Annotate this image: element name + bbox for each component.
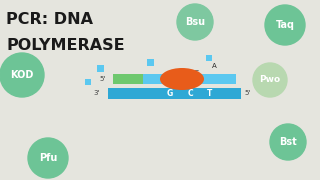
Text: G: G: [193, 70, 199, 76]
Circle shape: [0, 53, 44, 97]
Bar: [206, 55, 212, 61]
Text: Pwo: Pwo: [260, 75, 281, 84]
Circle shape: [270, 124, 306, 160]
Text: C: C: [187, 89, 193, 98]
Bar: [85, 79, 91, 85]
Text: 5': 5': [100, 76, 106, 82]
Circle shape: [265, 5, 305, 45]
Text: T: T: [207, 89, 213, 98]
Bar: [108, 88, 241, 99]
Text: POLYMERASE: POLYMERASE: [6, 38, 124, 53]
Circle shape: [177, 4, 213, 40]
Ellipse shape: [160, 68, 204, 90]
Bar: [113, 74, 236, 84]
Text: 5': 5': [244, 90, 250, 96]
Circle shape: [253, 63, 287, 97]
Text: Bst: Bst: [279, 137, 297, 147]
Text: KOD: KOD: [10, 70, 34, 80]
Text: Pfu: Pfu: [39, 153, 57, 163]
Text: G: G: [167, 89, 173, 98]
Text: PCR: DNA: PCR: DNA: [6, 12, 93, 27]
Text: Taq: Taq: [276, 20, 294, 30]
Bar: [113, 74, 143, 84]
Bar: [147, 58, 154, 66]
Text: A: A: [212, 63, 216, 69]
Text: Bsu: Bsu: [185, 17, 205, 27]
Bar: [97, 64, 103, 71]
Text: 3': 3': [94, 90, 100, 96]
Circle shape: [28, 138, 68, 178]
